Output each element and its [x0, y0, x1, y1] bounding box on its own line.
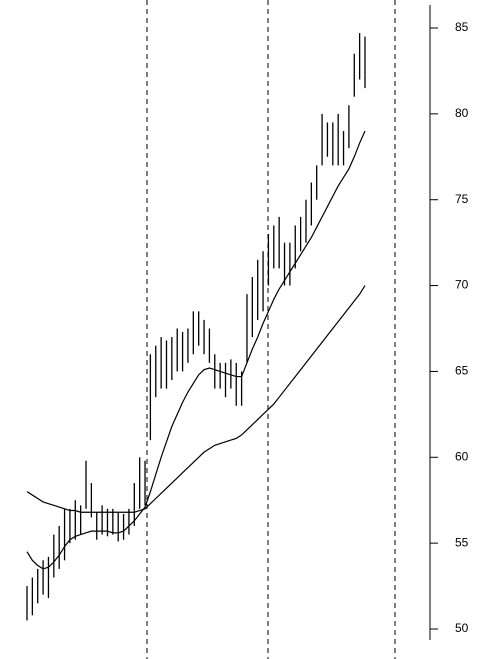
y-tick-label: 80: [455, 106, 469, 120]
y-tick-label: 55: [455, 535, 469, 549]
y-tick-label: 70: [455, 278, 469, 292]
moving-average: [26, 285, 366, 513]
y-tick-label: 75: [455, 192, 469, 206]
y-tick-label: 60: [455, 449, 469, 463]
y-tick-label: 65: [455, 364, 469, 378]
y-tick-label: 85: [455, 20, 469, 34]
moving-average: [26, 130, 366, 570]
y-tick-label: 50: [455, 621, 469, 635]
